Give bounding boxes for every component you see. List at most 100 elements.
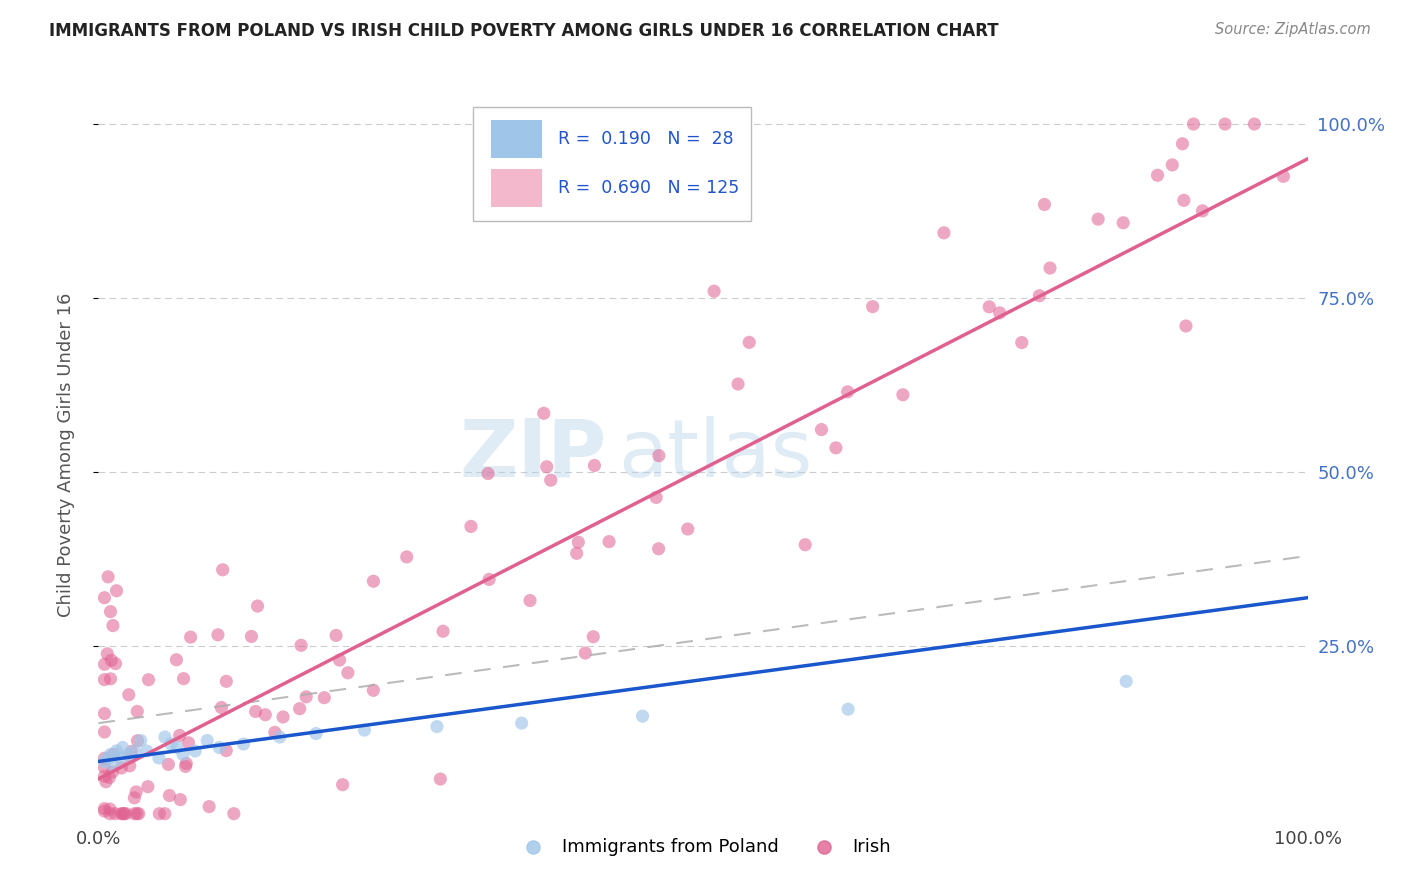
Point	[1272, 169, 1295, 184]
Point	[148, 751, 170, 765]
Point	[112, 806, 135, 821]
Point	[180, 630, 202, 644]
Point	[165, 653, 187, 667]
Point	[583, 458, 606, 473]
Point	[111, 806, 134, 821]
Point	[222, 806, 245, 821]
Point	[477, 467, 499, 481]
FancyBboxPatch shape	[492, 120, 543, 158]
Point	[1087, 212, 1109, 227]
Point	[93, 769, 115, 783]
Point	[159, 789, 181, 803]
Point	[124, 790, 146, 805]
Point	[631, 709, 654, 723]
Point	[540, 473, 562, 487]
Point	[93, 804, 115, 818]
Point	[105, 583, 128, 598]
Point	[177, 736, 200, 750]
Point	[97, 570, 120, 584]
FancyBboxPatch shape	[492, 169, 543, 207]
Point	[363, 683, 385, 698]
Point	[98, 771, 121, 785]
Point	[648, 449, 671, 463]
Point	[100, 605, 122, 619]
Point	[536, 459, 558, 474]
Point	[120, 745, 142, 759]
Point	[100, 747, 122, 762]
Point	[429, 772, 451, 786]
Point	[100, 672, 122, 686]
Point	[325, 628, 347, 642]
Point	[128, 806, 150, 821]
Point	[519, 593, 541, 607]
Point	[124, 806, 146, 821]
Point	[598, 534, 620, 549]
Point	[932, 226, 955, 240]
FancyBboxPatch shape	[474, 108, 751, 221]
Point	[104, 806, 127, 821]
Point	[1191, 203, 1213, 218]
Point	[111, 740, 134, 755]
Point	[118, 688, 141, 702]
Point	[246, 599, 269, 613]
Point	[1028, 289, 1050, 303]
Point	[727, 377, 749, 392]
Point	[510, 716, 533, 731]
Text: IMMIGRANTS FROM POLAND VS IRISH CHILD POVERTY AMONG GIRLS UNDER 16 CORRELATION C: IMMIGRANTS FROM POLAND VS IRISH CHILD PO…	[49, 22, 998, 40]
Point	[290, 638, 312, 652]
Text: atlas: atlas	[619, 416, 813, 494]
Point	[211, 563, 233, 577]
Point	[295, 690, 318, 704]
Point	[176, 756, 198, 771]
Point	[195, 733, 218, 747]
Point	[837, 384, 859, 399]
Point	[240, 629, 263, 643]
Text: R =  0.190   N =  28: R = 0.190 N = 28	[558, 130, 734, 148]
Point	[263, 725, 285, 739]
Point	[232, 737, 254, 751]
Point	[1171, 136, 1194, 151]
Point	[1112, 216, 1135, 230]
Point	[1161, 158, 1184, 172]
Y-axis label: Child Poverty Among Girls Under 16: Child Poverty Among Girls Under 16	[56, 293, 75, 617]
Point	[93, 706, 115, 721]
Point	[101, 764, 124, 779]
Text: R =  0.690   N = 125: R = 0.690 N = 125	[558, 179, 740, 197]
Point	[215, 674, 238, 689]
Point	[198, 799, 221, 814]
Point	[533, 406, 555, 420]
Point	[148, 806, 170, 821]
Point	[703, 284, 725, 298]
Point	[100, 653, 122, 667]
Point	[97, 751, 120, 765]
Point	[93, 760, 115, 774]
Text: Source: ZipAtlas.com: Source: ZipAtlas.com	[1215, 22, 1371, 37]
Point	[169, 792, 191, 806]
Point	[460, 519, 482, 533]
Point	[314, 690, 336, 705]
Point	[565, 546, 588, 560]
Point	[172, 747, 194, 762]
Point	[96, 647, 118, 661]
Point	[103, 747, 125, 762]
Point	[567, 535, 589, 549]
Point	[1213, 117, 1236, 131]
Point	[160, 737, 183, 751]
Point	[94, 774, 117, 789]
Point	[98, 806, 121, 821]
Point	[129, 733, 152, 747]
Point	[93, 802, 115, 816]
Point	[215, 743, 238, 757]
Legend: Immigrants from Poland, Irish: Immigrants from Poland, Irish	[508, 830, 898, 863]
Point	[574, 646, 596, 660]
Point	[93, 657, 115, 672]
Point	[1146, 168, 1168, 182]
Point	[118, 747, 141, 762]
Point	[582, 630, 605, 644]
Point	[269, 730, 291, 744]
Point	[153, 730, 176, 744]
Point	[1033, 197, 1056, 211]
Point	[166, 740, 188, 755]
Point	[124, 744, 146, 758]
Point	[110, 806, 132, 821]
